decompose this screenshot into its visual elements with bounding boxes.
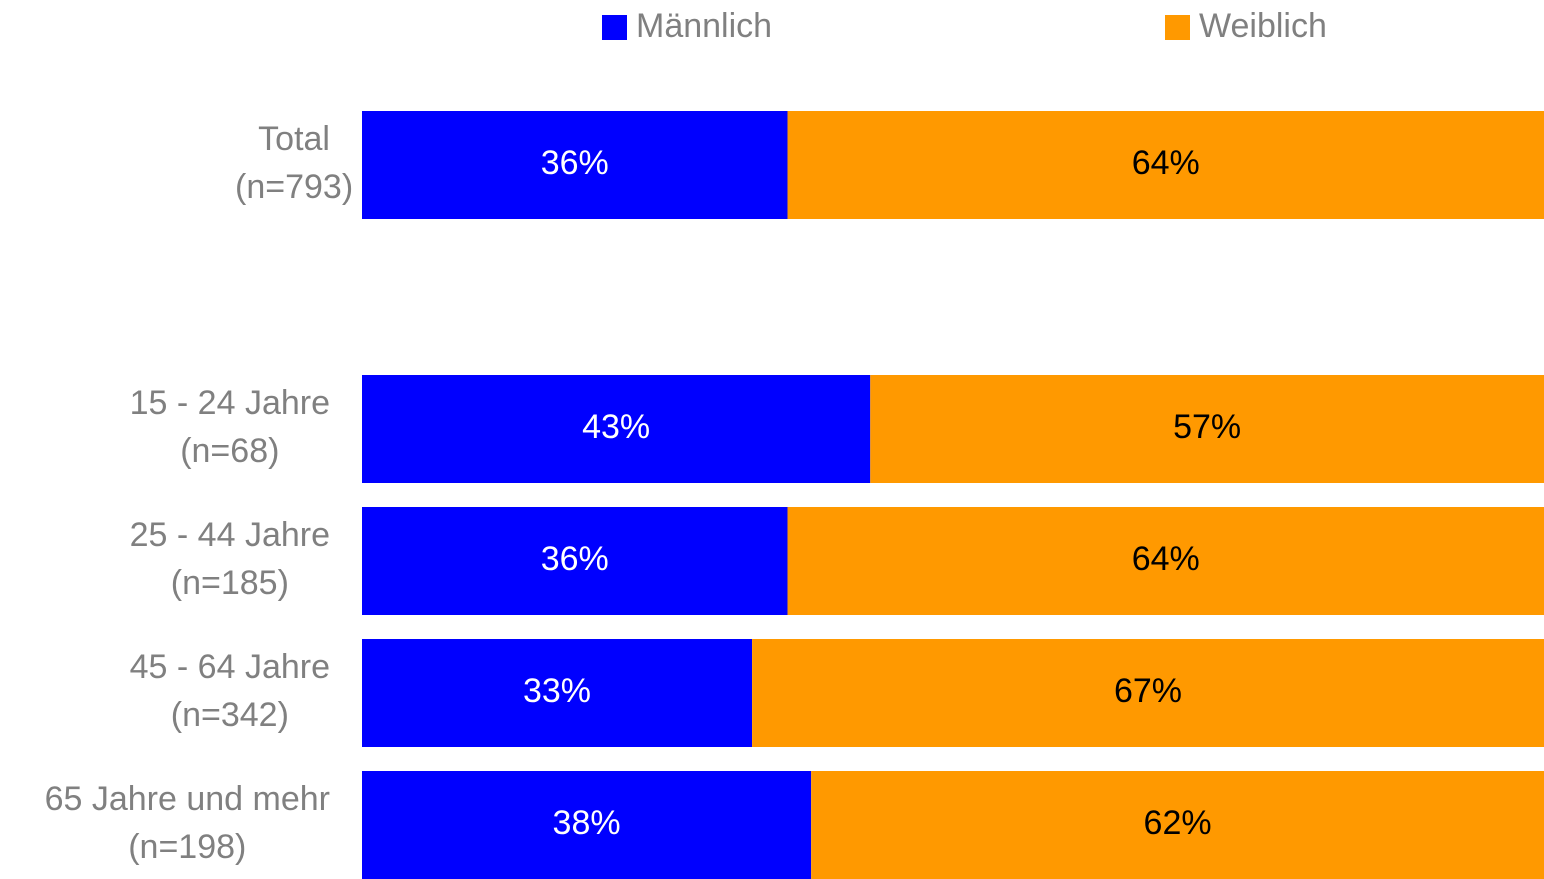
category-label: 45 - 64 Jahre (130, 648, 330, 686)
category-label: Total (258, 120, 330, 158)
category-label: (n=185) (171, 564, 289, 602)
category-label: 15 - 24 Jahre (130, 384, 330, 422)
bar-segment (362, 375, 871, 483)
category-label: (n=198) (128, 828, 246, 866)
legend-swatch (602, 15, 627, 40)
value-label: 33% (523, 672, 591, 710)
bar-segment (811, 771, 1544, 879)
bar-segment (362, 111, 788, 219)
value-label: 67% (1114, 672, 1182, 710)
value-label: 64% (1132, 144, 1200, 182)
bar-segment (870, 375, 1544, 483)
bar-segment (752, 639, 1544, 747)
value-label: 57% (1173, 408, 1241, 446)
category-label: (n=793) (235, 168, 353, 206)
legend-label: Weiblich (1199, 7, 1327, 45)
bar-segment (362, 507, 788, 615)
category-label: 65 Jahre und mehr (45, 780, 330, 818)
category-label: 25 - 44 Jahre (130, 516, 330, 554)
bar-segment (787, 507, 1544, 615)
category-label: (n=68) (180, 432, 279, 470)
bar-segment (362, 771, 812, 879)
legend-swatch (1165, 15, 1190, 40)
bar-segment (787, 111, 1544, 219)
category-label: (n=342) (171, 696, 289, 734)
value-label: 36% (541, 144, 609, 182)
value-label: 38% (553, 804, 621, 842)
bar-segment (362, 639, 753, 747)
value-label: 62% (1144, 804, 1212, 842)
value-label: 43% (582, 408, 650, 446)
value-label: 36% (541, 540, 609, 578)
legend-label: Männlich (636, 7, 772, 45)
value-label: 64% (1132, 540, 1200, 578)
